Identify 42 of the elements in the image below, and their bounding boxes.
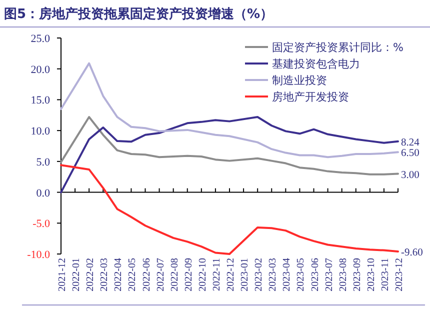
y-tick-label: 10.0 [30,126,50,138]
x-tick-label: 2021-12 [57,258,68,292]
y-tick-label: -10.0 [27,249,50,261]
x-tick-label: 2022-10 [197,258,208,292]
x-tick-label: 2022-05 [127,258,138,292]
chart-title: 图5：房地产投资拖累固定资产投资增速（%） [4,6,274,22]
x-tick-label: 2023-07 [324,258,335,292]
data-label: 3.00 [401,170,420,181]
y-tick-label: 5.0 [36,156,50,168]
legend-label: 制造业投资 [272,74,327,87]
x-tick-label: 2023-03 [268,258,279,292]
x-tick-label: 2023-10 [366,258,377,292]
y-tick-label: 20.0 [30,64,50,76]
x-tick-label: 2023-01 [240,258,251,292]
y-tick-label: 15.0 [30,94,50,107]
data-label: -9.60 [401,248,423,259]
x-tick-label: 2022-09 [183,258,194,292]
x-tick-label: 2023-11 [380,258,391,291]
legend-label: 基建投资包含电力 [272,58,360,70]
x-tick-label: 2023-09 [352,258,363,292]
x-tick-label: 2022-04 [113,258,124,292]
x-tick-label: 2022-12 [226,258,236,292]
x-tick-label: 2022-03 [99,258,110,292]
x-tick-label: 2022-01 [71,258,82,292]
x-tick-label: 2022-11 [211,258,222,291]
x-tick-label: 2023-05 [296,258,307,292]
x-tick-label: 2023-12 [394,258,405,292]
x-tick-label: 2022-02 [85,258,96,292]
x-tick-label: 2022-07 [155,258,166,292]
x-tick-label: 2023-06 [310,258,321,292]
x-tick-label: 2023-02 [254,258,265,292]
data-label: 8.24 [401,137,420,148]
y-tick-label: -5.0 [32,218,50,230]
y-tick-label: 0.0 [36,187,50,200]
x-tick-label: 2022-08 [169,258,180,292]
x-tick-label: 2023-08 [338,258,349,292]
legend-label: 房地产开发投资 [272,90,349,104]
data-label: 6.50 [401,148,420,160]
y-tick-label: 25.0 [30,33,50,45]
legend-label: 固定资产投资累计同比：% [272,41,404,54]
x-tick-label: 2022-06 [141,258,152,292]
x-tick-label: 2023-04 [282,258,293,292]
